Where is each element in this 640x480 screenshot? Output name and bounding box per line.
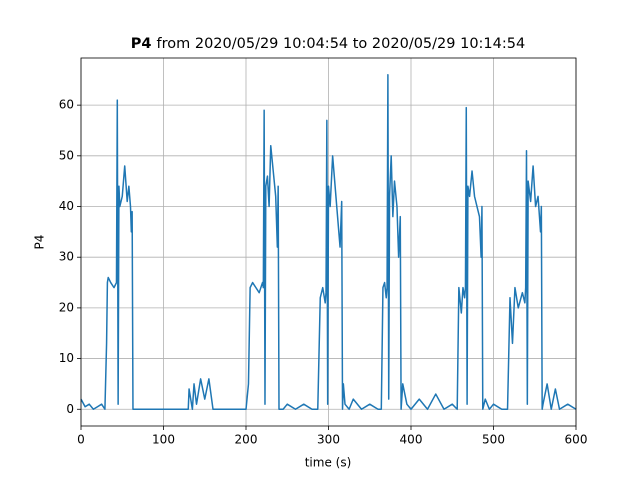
y-tick-label: 50: [59, 148, 74, 162]
y-tick-label: 10: [59, 351, 74, 365]
data-line: [80, 73, 577, 411]
y-tick-label: 30: [59, 250, 74, 264]
x-tick-label: 0: [77, 433, 85, 447]
y-tick-label: 60: [59, 98, 74, 112]
x-tick-label: 100: [152, 433, 175, 447]
y-axis-label: P4: [33, 235, 47, 250]
y-tick-label: 0: [66, 402, 74, 416]
plot-frame: [80, 57, 577, 427]
y-tick-label: 40: [59, 199, 74, 213]
x-tick-label: 200: [235, 433, 258, 447]
chart-title: P4 from 2020/05/29 10:04:54 to 2020/05/29…: [131, 36, 525, 52]
x-axis-label: time (s): [305, 456, 352, 470]
x-tick-label: 300: [317, 433, 340, 447]
x-tick-label: 400: [400, 433, 423, 447]
y-tick-label: 20: [59, 300, 74, 314]
x-tick-label: 600: [565, 433, 588, 447]
title-rest: from 2020/05/29 10:04:54 to 2020/05/29 1…: [156, 36, 525, 52]
title-bold: P4: [131, 36, 152, 52]
x-tick-label: 500: [482, 433, 505, 447]
